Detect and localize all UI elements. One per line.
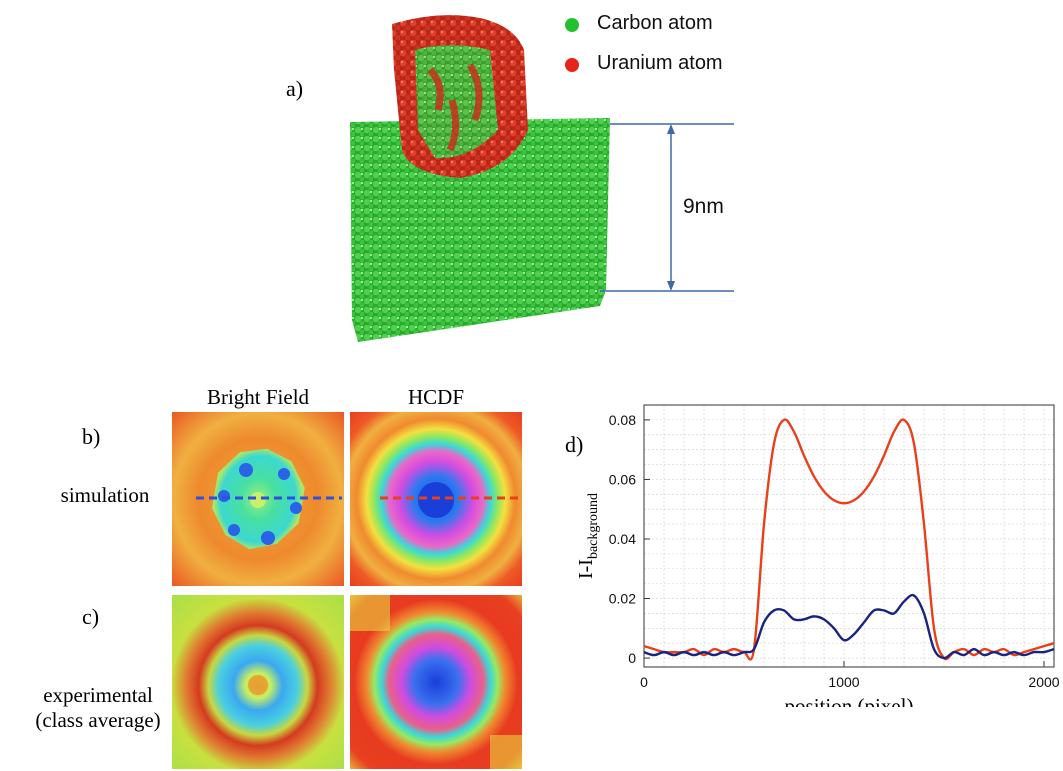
plot-frame [643, 404, 1055, 668]
data-lines [643, 418, 1055, 661]
y-tick-label: 0.02 [609, 591, 636, 607]
uranium-legend-dot [565, 58, 579, 72]
panel-a-label: a) [286, 76, 304, 101]
panel-d-label: d) [565, 432, 584, 457]
x-axis-label: position (pixel) [785, 694, 914, 707]
molecular-structure-illustration [350, 15, 734, 342]
y-axis-label-main: I-I [575, 559, 597, 579]
col-title-hcdf: HCDF [407, 385, 465, 409]
y-tick-label: 0.04 [609, 531, 636, 547]
y-axis-label: I-Ibackground [575, 493, 601, 579]
y-tick-label: 0.08 [609, 412, 636, 428]
experimental-hcdf-image [350, 595, 522, 769]
y-tick-label: 0 [628, 650, 636, 666]
y-tick-label: 0.06 [609, 471, 636, 487]
experimental-row-label-line1: experimental [43, 683, 153, 707]
series-line-1 [643, 593, 1055, 660]
carbon-slab [350, 118, 610, 342]
uranium-legend-label: Uranium atom [597, 52, 723, 74]
experimental-row-label-line2: (class average) [35, 708, 161, 732]
col-title-bright-field: Bright Field [206, 385, 310, 409]
panel-c-label: c) [82, 604, 100, 629]
simulation-hcdf-image [350, 412, 522, 586]
simulation-row-label: simulation [60, 483, 150, 507]
dimension-label: 9nm [683, 195, 724, 218]
series-line-0 [643, 418, 1055, 661]
y-axis-label-sub: background [586, 493, 601, 559]
x-tick-label: 2000 [1028, 674, 1059, 690]
x-ticks: 0 1000 2000 [640, 661, 1060, 690]
carbon-legend-label: Carbon atom [597, 12, 713, 34]
carbon-legend-dot [565, 18, 579, 32]
y-ticks: 0 0.02 0.04 0.06 0.08 [609, 412, 650, 666]
panel-b-label: b) [82, 424, 101, 449]
experimental-bright-field-image [172, 595, 344, 769]
chart-grid [643, 404, 1054, 667]
intensity-profile-chart: 0 0.02 0.04 0.06 0.08 0 1000 2000 position (pi… [575, 404, 1060, 707]
x-tick-label: 1000 [828, 674, 859, 690]
simulation-bright-field-image [172, 412, 344, 586]
x-tick-label: 0 [640, 674, 648, 690]
